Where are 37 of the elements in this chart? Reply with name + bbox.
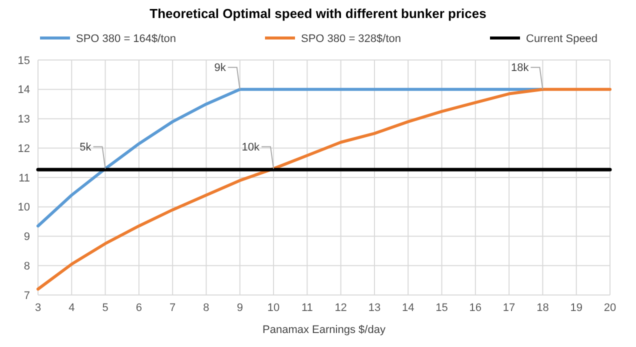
x-tick-label: 9: [236, 302, 243, 314]
y-tick-label: 10: [18, 202, 30, 214]
annotation: 5k: [80, 142, 92, 154]
x-tick-label: 8: [203, 302, 210, 314]
x-tick-label: 16: [469, 302, 482, 314]
x-tick-label: 15: [436, 302, 448, 314]
y-tick-label: 13: [18, 114, 30, 126]
annotation: 9k: [214, 62, 226, 74]
x-tick-label: 18: [536, 302, 549, 314]
x-tick-label: 5: [102, 302, 108, 314]
y-tick-label: 7: [24, 290, 30, 302]
x-tick-label: 14: [402, 302, 414, 314]
x-tick-label: 10: [267, 302, 280, 314]
y-tick-label: 8: [24, 260, 30, 272]
x-tick-label: 12: [334, 302, 347, 314]
legend-label: SPO 380 = 328$/ton: [301, 32, 401, 45]
legend-label: Current Speed: [526, 32, 598, 45]
x-tick-label: 7: [170, 302, 176, 314]
x-axis-title: Panamax Earnings $/day: [262, 324, 386, 336]
x-tick-label: 6: [136, 302, 142, 314]
x-tick-label: 3: [34, 302, 42, 314]
chart-title: Theoretical Optimal speed with different bunker prices: [150, 6, 486, 21]
y-tick-label: 12: [18, 142, 30, 155]
y-tick-label: 9: [24, 231, 30, 244]
x-tick-label: 11: [301, 302, 313, 314]
x-tick-label: 17: [502, 302, 516, 314]
annotation: 10k: [242, 142, 260, 154]
legend-label: SPO 380 = 164$/ton: [76, 32, 176, 45]
x-tick-label: 19: [570, 302, 582, 314]
y-tick-label: 11: [18, 172, 30, 184]
annotation: 18k: [510, 62, 530, 74]
y-tick-label: 14: [18, 84, 30, 96]
x-tick-label: 13: [368, 302, 381, 314]
line-series: [36, 88, 612, 291]
x-tick-label: 20: [604, 302, 616, 314]
x-tick-label: 4: [68, 302, 75, 314]
y-tick-label: 15: [18, 54, 30, 67]
